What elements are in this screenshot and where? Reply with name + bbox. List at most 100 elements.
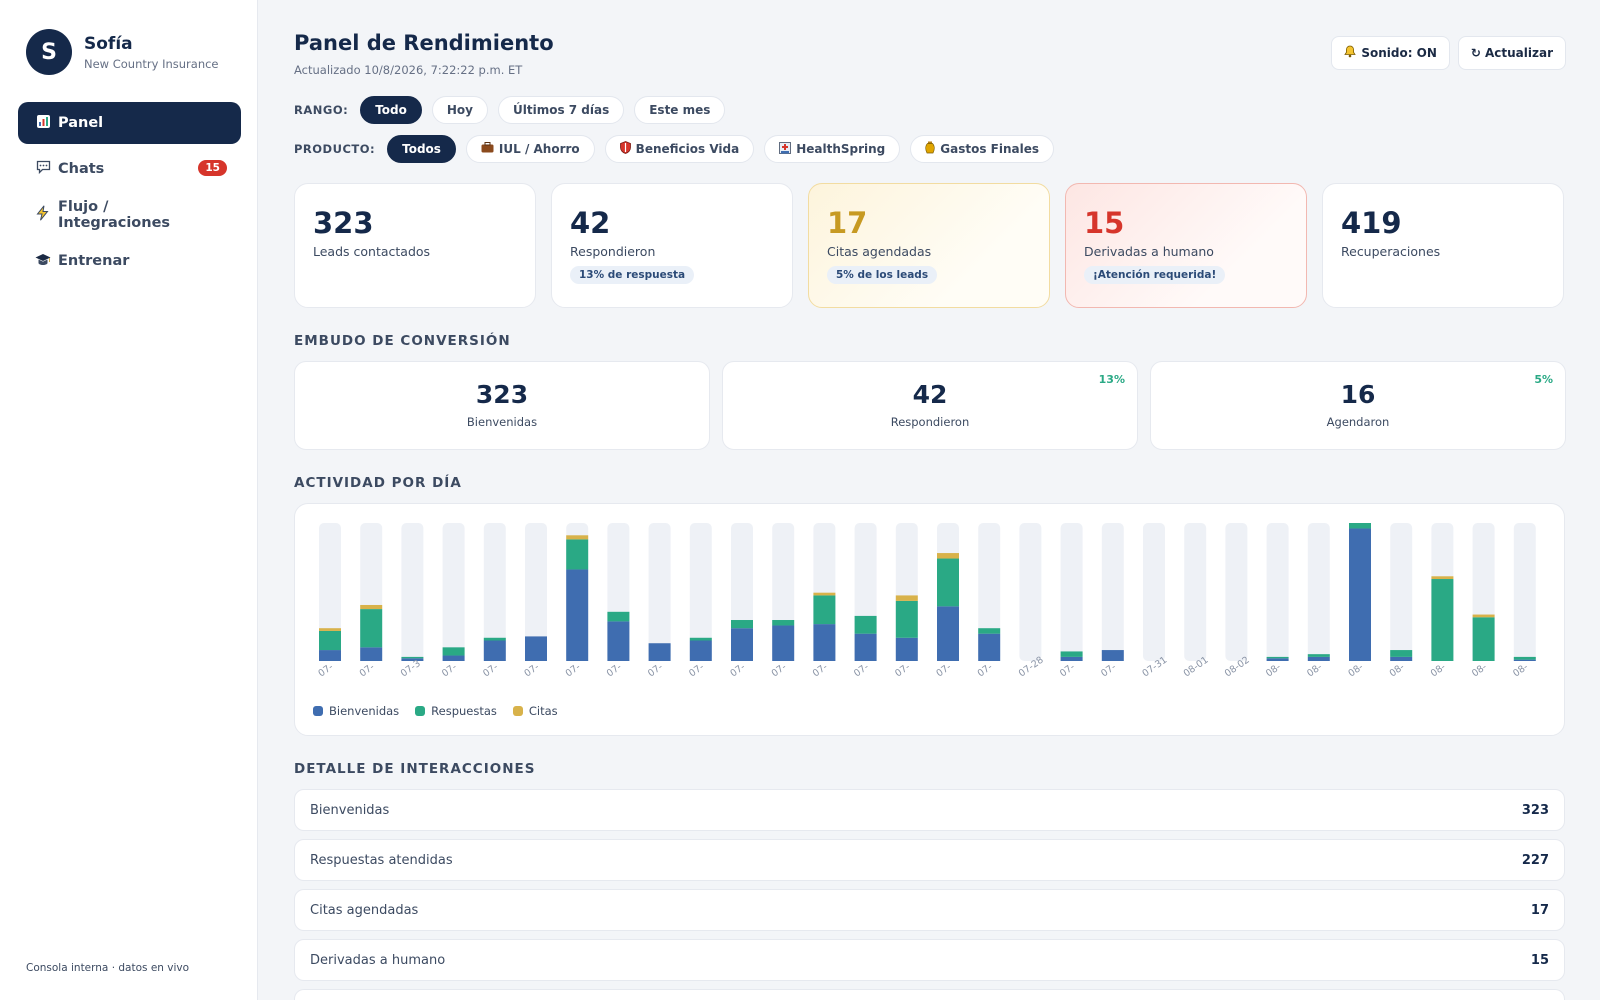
- x-tick-label: 07-: [316, 662, 335, 680]
- detail-value: 323: [1521, 802, 1549, 818]
- sidebar-item-chats[interactable]: Chats 15: [18, 148, 241, 190]
- sidebar-item-label: Entrenar: [58, 253, 130, 269]
- legend-label: Citas: [528, 704, 558, 718]
- bar-segment-bienvenidas: [1307, 656, 1330, 661]
- product-option-beneficios[interactable]: Beneficios Vida: [604, 135, 755, 163]
- x-tick-label: 07-: [1058, 662, 1077, 680]
- bar-track: [1184, 523, 1207, 661]
- detail-label: Citas agendadas: [310, 902, 419, 918]
- bar-segment-respuestas: [1349, 523, 1371, 529]
- range-option-7-dias[interactable]: Últimos 7 días: [497, 96, 625, 124]
- bar-segment-bienvenidas: [978, 633, 1001, 661]
- sidebar: S Sofía New Country Insurance Panel Chat…: [0, 0, 258, 1000]
- product-option-todos[interactable]: Todos: [387, 135, 456, 163]
- sidebar-nav: Panel Chats 15 Flujo / Integraciones Ent…: [18, 102, 241, 286]
- funnel-percent: 5%: [1534, 373, 1553, 386]
- bar-segment-respuestas: [689, 637, 712, 641]
- shield-icon: [619, 141, 631, 157]
- x-tick-label: 07-: [522, 662, 541, 680]
- bar-segment-respuestas: [1266, 656, 1289, 659]
- bar-segment-bienvenidas: [1266, 658, 1289, 661]
- bar-track: [689, 523, 712, 661]
- sidebar-item-flujo[interactable]: Flujo / Integraciones: [18, 194, 241, 236]
- range-option-hoy[interactable]: Hoy: [431, 96, 488, 124]
- bar-segment-citas: [566, 535, 589, 540]
- x-tick-label: 07-: [605, 662, 624, 680]
- bar-segment-bienvenidas: [689, 640, 712, 661]
- x-tick-label: 08-: [1429, 662, 1448, 680]
- x-tick-label: 07-: [770, 662, 789, 680]
- sound-toggle-button[interactable]: Sonido: ON: [1331, 36, 1450, 70]
- activity-title: ACTIVIDAD POR DÍA: [294, 475, 462, 491]
- funnel-label: Agendaron: [1326, 415, 1390, 429]
- bar-segment-bienvenidas: [360, 647, 383, 661]
- top-actions: Sonido: ON ↻ Actualizar: [1323, 36, 1566, 70]
- x-tick-label: 08-: [1511, 662, 1530, 680]
- stat-value: 42: [570, 206, 611, 240]
- stat-label: Leads contactados: [313, 244, 431, 259]
- funnel-step-bienvenidas: 323 Bienvenidas: [294, 361, 710, 450]
- stat-derivadas-humano: 15 Derivadas a humano ¡Atención requerid…: [1065, 183, 1307, 308]
- stat-tag: 5% de los leads: [827, 266, 938, 284]
- urn-icon: [925, 141, 935, 157]
- interaction-details: Bienvenidas 323 Respuestas atendidas 227…: [294, 789, 1565, 1000]
- x-tick-label: 08-: [1264, 662, 1283, 680]
- stat-citas-agendadas: 17 Citas agendadas 5% de los leads: [808, 183, 1050, 308]
- company-name: New Country Insurance: [84, 56, 219, 71]
- refresh-button[interactable]: ↻ Actualizar: [1457, 36, 1566, 70]
- bar-segment-bienvenidas: [566, 569, 589, 661]
- legend-item-bienvenidas: Bienvenidas: [313, 704, 399, 718]
- bar-track: [1101, 523, 1124, 661]
- product-option-label: Gastos Finales: [940, 142, 1040, 156]
- range-option-todo[interactable]: Todo: [360, 96, 422, 124]
- stat-tag: 13% de respuesta: [570, 266, 695, 284]
- x-tick-label: 07-: [976, 662, 995, 680]
- product-option-healthspring[interactable]: HealthSpring: [764, 135, 901, 163]
- product-option-label: Todos: [402, 142, 441, 156]
- stat-label: Citas agendadas: [827, 244, 932, 259]
- bar-segment-respuestas: [566, 539, 589, 570]
- sidebar-item-entrenar[interactable]: Entrenar: [18, 240, 241, 282]
- bar-track: [648, 523, 671, 661]
- bar-segment-respuestas: [360, 609, 383, 648]
- stat-label: Respondieron: [570, 244, 656, 259]
- product-option-iul[interactable]: IUL / Ahorro: [465, 135, 595, 163]
- bar-segment-bienvenidas: [854, 633, 877, 661]
- detail-row: Bienvenidas 323: [294, 789, 1565, 831]
- x-tick-label: 07-: [728, 662, 747, 680]
- bar-segment-bienvenidas: [937, 606, 959, 661]
- legend-label: Respuestas: [431, 704, 497, 718]
- x-tick-label: 07-: [934, 662, 953, 680]
- bar-segment-respuestas: [895, 600, 918, 638]
- bar-segment-bienvenidas: [525, 636, 547, 661]
- x-tick-label: 08-: [1305, 662, 1324, 680]
- bar-segment-citas: [319, 628, 341, 631]
- refresh-label: Actualizar: [1484, 46, 1553, 60]
- range-option-este-mes[interactable]: Este mes: [634, 96, 726, 124]
- bar-segment-respuestas: [978, 628, 1001, 634]
- bar-segment-bienvenidas: [1060, 656, 1083, 661]
- detail-row-partial: [294, 989, 1565, 1000]
- bar-track: [442, 523, 465, 661]
- funnel-value: 42: [912, 380, 948, 409]
- sound-toggle-label: Sonido: ON: [1361, 46, 1437, 60]
- funnel-value: 16: [1340, 380, 1376, 409]
- bar-track: [1143, 523, 1165, 661]
- product-option-label: IUL / Ahorro: [498, 142, 580, 156]
- funnel-step-agendaron: 5% 16 Agendaron: [1150, 361, 1566, 450]
- agent-name: Sofía: [84, 33, 133, 54]
- bar-segment-bienvenidas: [1513, 659, 1536, 661]
- sidebar-item-panel[interactable]: Panel: [18, 102, 241, 144]
- bar-track: [483, 523, 506, 661]
- brand: S Sofía New Country Insurance: [26, 29, 219, 75]
- legend-swatch: [512, 706, 523, 716]
- x-tick-label: 08-: [1346, 662, 1365, 680]
- bar-segment-bienvenidas: [1349, 528, 1371, 661]
- detail-value: 227: [1521, 852, 1549, 868]
- product-label: PRODUCTO:: [294, 142, 376, 156]
- legend-item-respuestas: Respuestas: [415, 704, 497, 718]
- x-tick-label: 07-: [440, 662, 459, 680]
- product-option-gastos-finales[interactable]: Gastos Finales: [910, 135, 1055, 163]
- bar-segment-citas: [895, 595, 918, 601]
- bar-segment-respuestas: [937, 558, 959, 607]
